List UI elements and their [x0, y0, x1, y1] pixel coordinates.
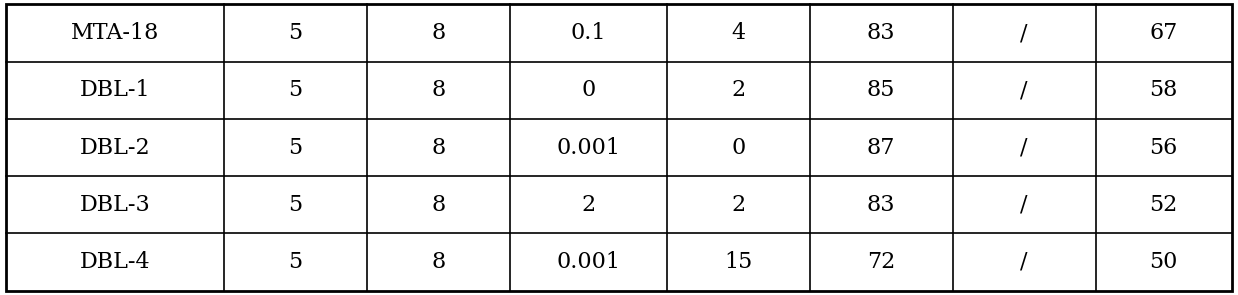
Text: 58: 58 — [1150, 79, 1177, 101]
Text: 8: 8 — [431, 194, 446, 216]
Text: /: / — [1020, 137, 1028, 158]
Text: DBL-2: DBL-2 — [79, 137, 151, 158]
Text: 83: 83 — [867, 194, 895, 216]
Text: 52: 52 — [1150, 194, 1177, 216]
Text: 15: 15 — [724, 251, 753, 273]
Text: 0.001: 0.001 — [556, 251, 620, 273]
Text: DBL-4: DBL-4 — [79, 251, 151, 273]
Text: 83: 83 — [867, 22, 895, 44]
Text: /: / — [1020, 194, 1028, 216]
Text: 2: 2 — [732, 194, 745, 216]
Text: 67: 67 — [1150, 22, 1177, 44]
Text: MTA-18: MTA-18 — [71, 22, 160, 44]
Text: 56: 56 — [1150, 137, 1177, 158]
Text: /: / — [1020, 251, 1028, 273]
Text: 8: 8 — [431, 137, 446, 158]
Text: 5: 5 — [288, 79, 302, 101]
Text: 72: 72 — [867, 251, 895, 273]
Text: 2: 2 — [732, 79, 745, 101]
Text: 85: 85 — [867, 79, 895, 101]
Text: 0.001: 0.001 — [556, 137, 620, 158]
Text: DBL-3: DBL-3 — [79, 194, 151, 216]
Text: /: / — [1020, 22, 1028, 44]
Text: 5: 5 — [288, 22, 302, 44]
Text: 2: 2 — [582, 194, 595, 216]
Text: 8: 8 — [431, 79, 446, 101]
Text: 5: 5 — [288, 137, 302, 158]
Text: 5: 5 — [288, 194, 302, 216]
Text: 8: 8 — [431, 251, 446, 273]
Text: 4: 4 — [732, 22, 745, 44]
Text: 8: 8 — [431, 22, 446, 44]
Text: /: / — [1020, 79, 1028, 101]
Text: 0: 0 — [581, 79, 595, 101]
Text: 5: 5 — [288, 251, 302, 273]
Text: DBL-1: DBL-1 — [79, 79, 151, 101]
Text: 50: 50 — [1150, 251, 1177, 273]
Text: 87: 87 — [867, 137, 895, 158]
Text: 0.1: 0.1 — [571, 22, 607, 44]
Text: 0: 0 — [730, 137, 745, 158]
